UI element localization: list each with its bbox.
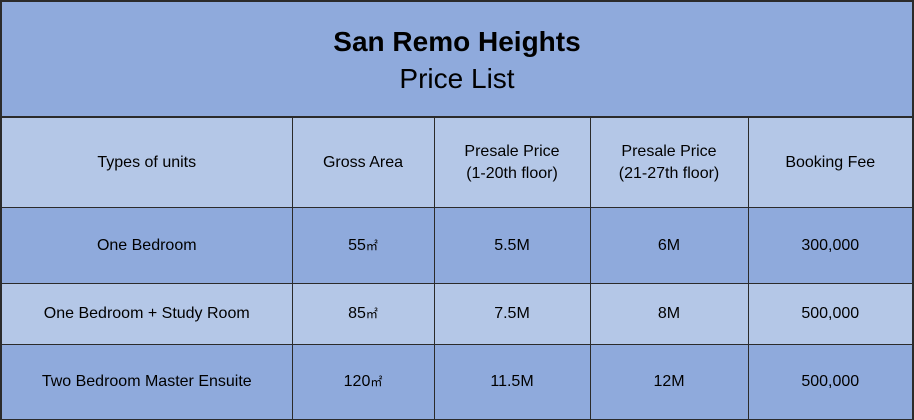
header-gross-area: Gross Area [291, 118, 435, 208]
area-value: 55 [348, 236, 366, 254]
cell-unit-type: Two Bedroom Master Ensuite [2, 344, 293, 419]
cell-booking-fee: 500,000 [747, 344, 912, 419]
cell-presale-high: 12M [589, 344, 749, 419]
header-presale-low-line2: (1-20th floor) [466, 164, 558, 182]
cell-gross-area: 120㎡ [291, 344, 435, 419]
cell-booking-fee: 300,000 [747, 207, 912, 284]
table-row: One Bedroom + Study Room 85㎡ 7.5M 8M 500… [2, 283, 912, 345]
header-presale-high-line1: Presale Price [621, 142, 717, 160]
header-presale-high-line2: (21-27th floor) [618, 164, 720, 182]
area-value: 120 [343, 373, 371, 390]
cell-presale-low: 11.5M [433, 344, 591, 419]
cell-unit-type: One Bedroom [2, 207, 293, 284]
price-table: Types of units Gross Area Presale Price … [2, 118, 912, 419]
header-presale-low-line1: Presale Price [464, 142, 560, 160]
page-title: San Remo Heights [333, 26, 581, 57]
area-value: 85 [348, 305, 366, 322]
header-presale-low: Presale Price (1-20th floor) [433, 118, 591, 208]
header-presale-high: Presale Price (21-27th floor) [589, 118, 749, 208]
area-unit: ㎡ [365, 238, 378, 253]
cell-gross-area: 55㎡ [291, 207, 435, 284]
area-unit: ㎡ [365, 307, 378, 321]
cell-gross-area: 85㎡ [291, 283, 435, 345]
table-row: One Bedroom 55㎡ 5.5M 6M 300,000 [2, 207, 912, 284]
cell-booking-fee: 500,000 [747, 283, 912, 345]
header-unit-type: Types of units [2, 118, 293, 208]
area-unit: ㎡ [370, 375, 383, 389]
page-subtitle: Price List [399, 63, 515, 94]
header-booking-fee: Booking Fee [747, 118, 912, 208]
cell-presale-low: 5.5M [433, 207, 591, 284]
table-row: Two Bedroom Master Ensuite 120㎡ 11.5M 12… [2, 344, 912, 419]
title-block: San Remo Heights Price List [2, 2, 912, 118]
cell-presale-low: 7.5M [433, 283, 591, 345]
cell-presale-high: 6M [589, 207, 749, 284]
table-header-row: Types of units Gross Area Presale Price … [2, 118, 912, 208]
cell-unit-type: One Bedroom + Study Room [2, 283, 293, 345]
cell-presale-high: 8M [589, 283, 749, 345]
